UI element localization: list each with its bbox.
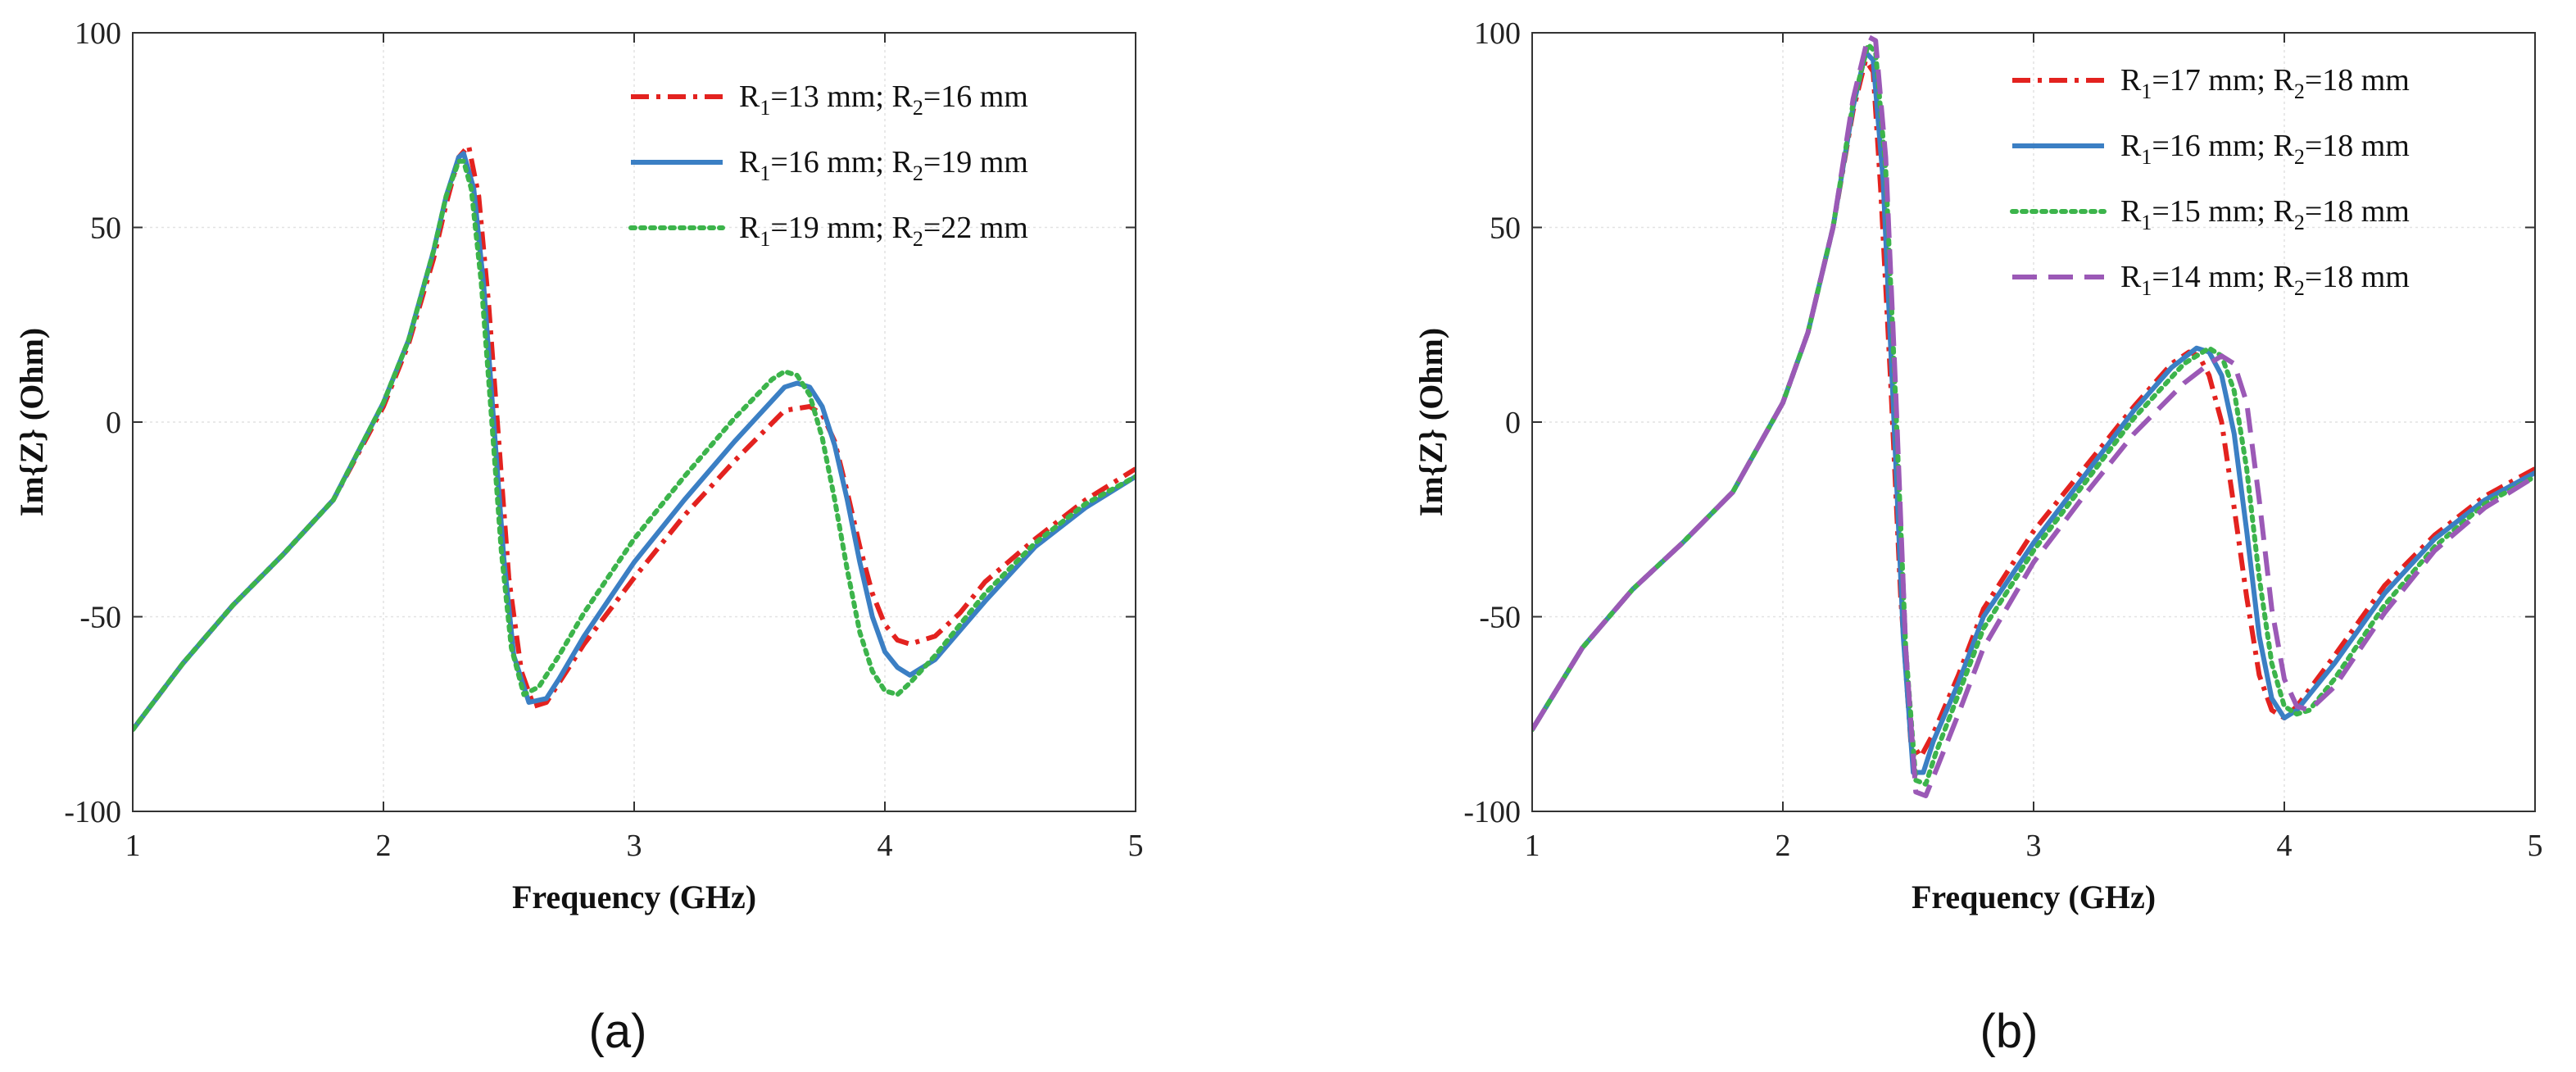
y-tick-label: -50 <box>1479 601 1521 635</box>
legend-entry-3: R1=19 mm; R2=22 mm <box>739 211 1028 251</box>
x-tick-label: 2 <box>376 829 392 863</box>
series-line-1 <box>1532 57 2535 760</box>
legend-entry-1: R1=13 mm; R2=16 mm <box>739 79 1028 120</box>
panel-a: 1 2 3 4 5 -100 -50 0 50 100 Frequency (GHz) Im{Z} (… <box>13 16 1144 1058</box>
panel-b: 1 2 3 4 5 -100 -50 0 50 100 Frequency (GHz) Im{Z} (… <box>1413 16 2543 1058</box>
series-group <box>133 143 1136 733</box>
series-group <box>1532 34 2535 798</box>
x-tick-label: 2 <box>1776 829 1791 863</box>
legend-entry-4: R1=14 mm; R2=18 mm <box>2120 260 2410 300</box>
y-tick-label: -50 <box>79 601 121 635</box>
y-axis-title: Im{Z} (Ohm) <box>1413 328 1449 516</box>
panel-label: (a) <box>589 1005 647 1058</box>
y-tick-label: 100 <box>1474 16 1521 51</box>
legend: R1=17 mm; R2=18 mm R1=16 mm; R2=18 mm R1=1… <box>2010 63 2410 300</box>
x-tick-label: 1 <box>125 829 141 863</box>
legend-entry-3: R1=15 mm; R2=18 mm <box>2120 194 2410 234</box>
legend-entry-1: R1=17 mm; R2=18 mm <box>2120 63 2410 103</box>
x-tick-label: 3 <box>627 829 642 863</box>
y-axis-title: Im{Z} (Ohm) <box>13 328 50 516</box>
series-line-4 <box>1532 34 2535 798</box>
x-axis-title: Frequency (GHz) <box>1912 879 2156 915</box>
x-tick-label: 4 <box>2277 829 2293 863</box>
y-tick-label: 0 <box>1505 406 1521 440</box>
x-tick-label: 1 <box>1525 829 1540 863</box>
legend: R1=13 mm; R2=16 mm R1=16 mm; R2=19 mm R1=1… <box>628 79 1028 251</box>
panel-label: (b) <box>1980 1005 2039 1058</box>
y-tick-label: -100 <box>64 795 121 829</box>
y-tick-label: 100 <box>75 16 121 51</box>
x-tick-label: 5 <box>1128 829 1144 863</box>
legend-entry-2: R1=16 mm; R2=18 mm <box>2120 129 2410 169</box>
series-line-3 <box>133 158 1136 733</box>
y-tick-label: 50 <box>90 211 121 246</box>
x-tick-label: 3 <box>2026 829 2042 863</box>
y-tick-label: 50 <box>1490 211 1521 246</box>
legend-entry-2: R1=16 mm; R2=19 mm <box>739 145 1028 185</box>
x-axis-title: Frequency (GHz) <box>512 879 756 915</box>
x-tick-label: 4 <box>878 829 893 863</box>
x-tick-label: 5 <box>2528 829 2543 863</box>
y-tick-label: 0 <box>106 406 121 440</box>
y-tick-label: -100 <box>1463 795 1521 829</box>
